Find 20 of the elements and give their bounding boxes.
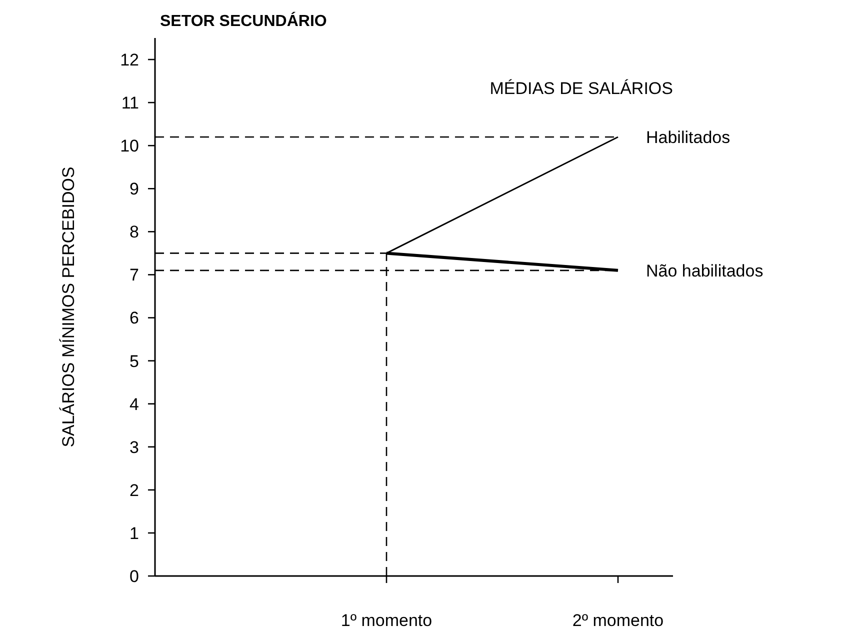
y-axis-title: SALÁRIOS MÍNIMOS PERCEBIDOS [59,166,78,448]
x-tick-label: 1º momento [340,611,432,630]
y-tick-label: 11 [121,94,139,113]
y-tick-label: 12 [120,50,139,70]
chart-title: SETOR SECUNDÁRIO [160,11,327,30]
x-tick-label: 2º momento [572,611,664,630]
y-tick-label: 8 [130,222,139,242]
y-tick-label: 9 [130,180,139,199]
y-tick-label: 0 [130,566,139,586]
series-label: Não habilitados [646,261,764,280]
y-tick-label: 2 [130,480,139,500]
series-label: Habilitados [646,128,730,147]
y-tick-label: 6 [130,308,139,328]
y-tick-label: 7 [130,266,139,285]
y-tick-label: 1 [130,524,139,543]
y-tick-label: 10 [120,136,139,156]
y-tick-label: 5 [130,352,139,371]
y-tick-label: 4 [130,394,139,414]
y-tick-label: 3 [130,438,139,457]
text: MÉDIAS DE SALÁRIOS [490,78,673,98]
